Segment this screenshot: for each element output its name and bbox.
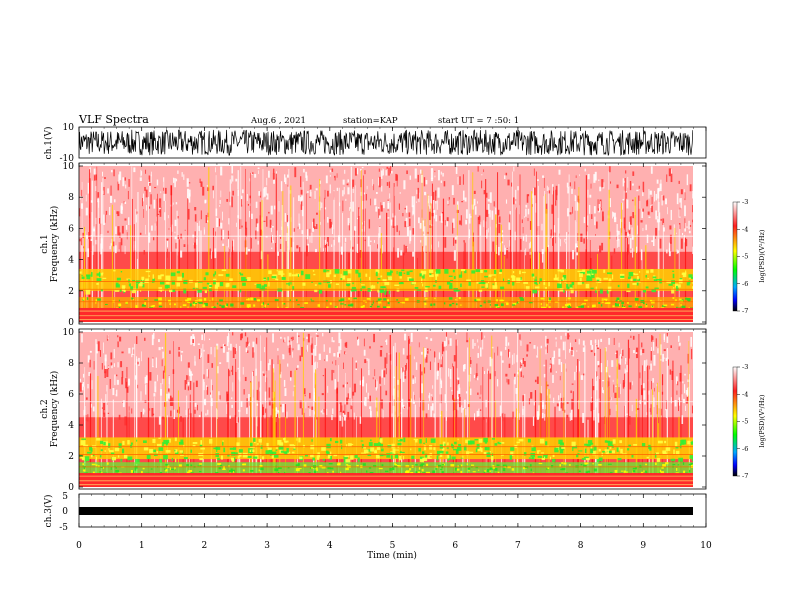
- freq-tick-label: 8: [68, 193, 74, 203]
- ch3-ylabel: ch.3(V): [43, 495, 54, 528]
- ch1-spectrogram-panel: 0 2 4 6 8 10 ch.1 Frequency (kHz): [40, 162, 707, 328]
- figure-title: VLF Spectra: [78, 113, 149, 126]
- station-label: station=KAP: [343, 116, 398, 126]
- ch1-waveform-panel: 10 -10 ch.1(V): [43, 123, 707, 164]
- ch2-spectrogram-image: [79, 332, 693, 487]
- colorbar-tick-label: -3: [742, 363, 748, 371]
- colorbar-tick-label: -6: [742, 445, 748, 453]
- colorbar-tick-label: -6: [742, 280, 748, 288]
- colorbar-tick-label: -3: [742, 198, 748, 206]
- ch1-colorbar-label: log(PSD)(V²/Hz): [758, 229, 766, 282]
- freq-tick-label: 8: [68, 359, 74, 369]
- colorbar-tick-label: -4: [742, 390, 748, 398]
- x-tick-label: 9: [640, 541, 646, 551]
- ch2-spec-ylabel-line1: ch.2: [40, 399, 50, 418]
- freq-tick-label: 0: [68, 318, 74, 328]
- x-axis-label: Time (min): [367, 550, 417, 561]
- freq-tick-label: 4: [68, 256, 74, 266]
- freq-tick-label: 10: [63, 328, 75, 338]
- ch2-spec-ylabel-line2: Frequency (kHz): [49, 371, 60, 448]
- colorbar-tick-label: -7: [742, 472, 748, 480]
- freq-tick-label: 0: [68, 483, 74, 493]
- ch3-ytick-0: 0: [62, 507, 68, 517]
- ch2-spectrogram-panel: 0 2 4 6 8 10 ch.2 Frequency (kHz): [40, 328, 707, 493]
- x-tick-label: 2: [202, 541, 208, 551]
- ch1-ylabel: ch.1(V): [43, 127, 54, 160]
- x-tick-label: 8: [578, 541, 584, 551]
- colorbar-tick-label: -5: [742, 253, 748, 261]
- date-label: Aug.6 , 2021: [250, 116, 306, 126]
- freq-tick-label: 2: [68, 452, 74, 462]
- freq-tick-label: 6: [68, 224, 74, 234]
- freq-tick-label: 4: [68, 421, 74, 431]
- ch1-ytick-bottom: -10: [60, 154, 75, 164]
- colorbar-tick-label: -4: [742, 225, 748, 233]
- x-tick-label: 3: [264, 541, 270, 551]
- ch3-ytick-5: 5: [62, 492, 68, 502]
- x-tick-label: 0: [76, 541, 82, 551]
- ch1-waveform-trace: [79, 128, 693, 157]
- ch2-colorbar-label: log(PSD)(V²/Hz): [758, 394, 766, 447]
- x-tick-label: 5: [390, 541, 396, 551]
- ch3-ytick-minus5: -5: [59, 523, 68, 533]
- freq-tick-label: 6: [68, 390, 74, 400]
- ch3-waveform-panel: 5 0 -5 ch.3(V): [43, 492, 707, 533]
- time-axis: 0 1 2 3 4 5 6 7 8 9 10: [76, 127, 712, 551]
- x-tick-label: 6: [452, 541, 458, 551]
- ch1-colorbar: -3 -4 -5 -6 -7 log(PSD)(V²/Hz): [732, 198, 766, 315]
- x-tick-label: 10: [700, 541, 712, 551]
- ch1-ytick-top: 10: [63, 123, 75, 133]
- freq-tick-label: 2: [68, 287, 74, 297]
- ch1-colorbar-scale: [732, 201, 738, 312]
- x-tick-label: 1: [139, 541, 145, 551]
- freq-tick-label: 10: [63, 162, 75, 172]
- x-tick-label: 4: [327, 541, 333, 551]
- ch3-waveform-trace: [79, 507, 693, 515]
- x-tick-label: 7: [515, 541, 521, 551]
- ch1-spec-ylabel-line1: ch.1: [40, 234, 50, 253]
- ch2-colorbar: -3 -4 -5 -6 -7 log(PSD)(V²/Hz): [732, 363, 766, 480]
- ch1-spectrogram-image: [79, 166, 693, 322]
- ch2-colorbar-scale: [732, 366, 738, 477]
- start-time-label: start UT = 7 :50: 1: [438, 116, 519, 126]
- ch1-spec-ylabel-line2: Frequency (kHz): [49, 206, 60, 283]
- colorbar-tick-label: -7: [742, 307, 748, 315]
- colorbar-tick-label: -5: [742, 418, 748, 426]
